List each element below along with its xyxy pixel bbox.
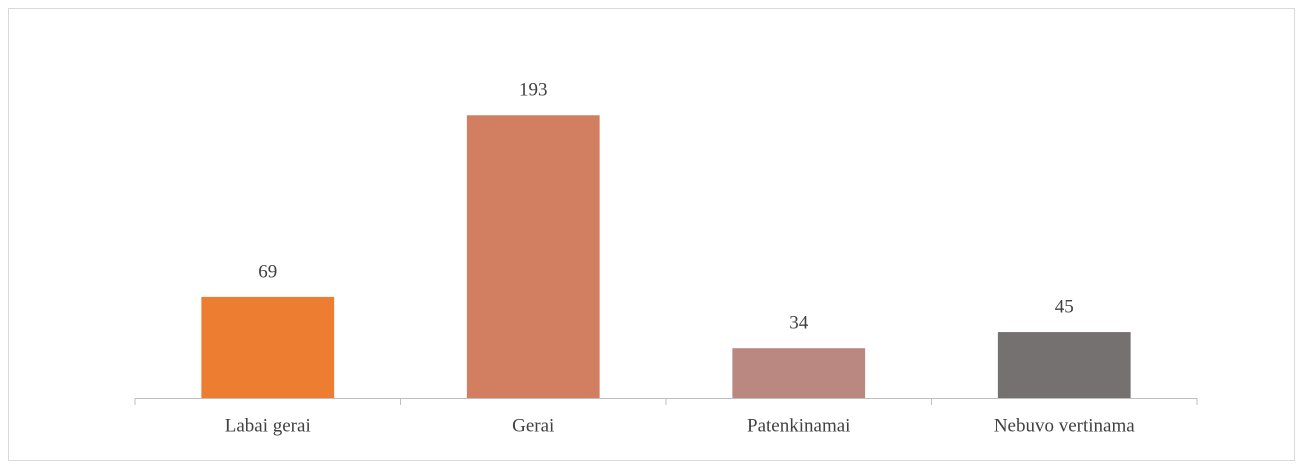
- data-label: 193: [519, 80, 548, 101]
- bar: [466, 115, 600, 398]
- bar: [201, 296, 335, 398]
- x-tick-label: Gerai: [512, 415, 554, 436]
- x-tick-label: Labai gerai: [225, 415, 311, 436]
- bar: [732, 348, 866, 398]
- data-label: 69: [258, 261, 277, 282]
- data-label: 45: [1055, 296, 1074, 317]
- x-tick-label: Nebuvo vertinama: [994, 415, 1135, 436]
- bar: [997, 332, 1131, 398]
- x-tick-label: Patenkinamai: [747, 415, 850, 436]
- data-label: 34: [789, 313, 809, 334]
